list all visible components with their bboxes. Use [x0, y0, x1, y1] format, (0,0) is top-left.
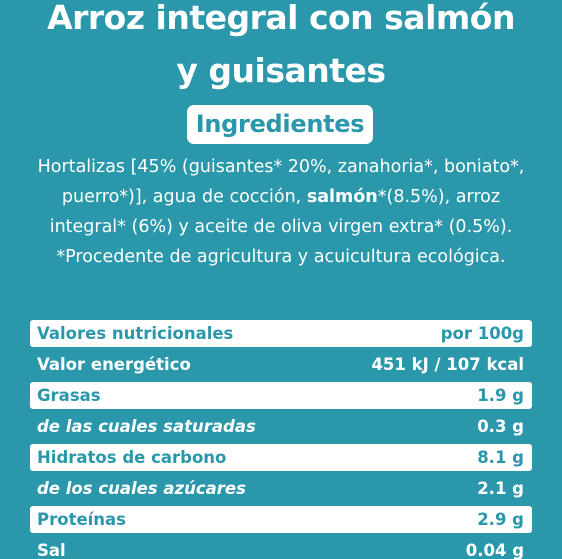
ingredients-line-1: Hortalizas [45% (guisantes* 20%, zanahor… [37, 157, 525, 177]
nutrition-value-carbs: 8.1 g [477, 448, 524, 467]
nutrition-label-carbs: Hidratos de carbono [37, 448, 227, 467]
ingredients-highlight-salmon: salmón [306, 187, 378, 207]
nutrition-label-sugars: de los cuales azúcares [37, 479, 246, 498]
nutrition-header-label: Valores nutricionales [37, 324, 234, 343]
ingredients-heading: Ingredientes [187, 105, 373, 144]
nutrition-value-saturated: 0.3 g [477, 417, 524, 436]
product-title-line-1: Arroz integral con salmón [47, 0, 515, 37]
nutrition-label-salt: Sal [37, 541, 66, 559]
nutrition-row-sugars: de los cuales azúcares 2.1 g [30, 475, 532, 502]
nutrition-row-fat: Grasas 1.9 g [30, 382, 532, 409]
nutrition-value-salt: 0.04 g [465, 541, 524, 559]
ingredients-line-3: integral* (6%) y aceite de oliva virgen … [49, 217, 513, 237]
nutrition-header-value: por 100g [440, 324, 524, 343]
nutrition-label-energy: Valor energético [37, 355, 191, 374]
nutrition-row-carbs: Hidratos de carbono 8.1 g [30, 444, 532, 471]
ingredients-footnote: *Procedente de agricultura y acuicultura… [56, 247, 506, 267]
nutrition-label-saturated: de las cuales saturadas [37, 417, 256, 436]
nutrition-row-energy: Valor energético 451 kJ / 107 kcal [30, 351, 532, 378]
nutrition-header-row: Valores nutricionales por 100g [30, 320, 532, 347]
ingredients-line-2-start: puerro*)], agua de cocción, [61, 187, 307, 207]
nutrition-value-energy: 451 kJ / 107 kcal [371, 355, 524, 374]
nutrition-value-fat: 1.9 g [477, 386, 524, 405]
nutrition-label-fat: Grasas [37, 386, 101, 405]
nutrition-row-saturated: de las cuales saturadas 0.3 g [30, 413, 532, 440]
nutrition-table: Valores nutricionales por 100g Valor ene… [30, 320, 532, 559]
ingredients-line-2-end: *(8.5%), arroz [377, 187, 501, 207]
nutrition-value-protein: 2.9 g [477, 510, 524, 529]
product-title-line-2: y guisantes [176, 51, 386, 90]
nutrition-value-sugars: 2.1 g [477, 479, 524, 498]
ingredients-line-2: puerro*)], agua de cocción, salmón*(8.5%… [0, 182, 562, 212]
nutrition-label-protein: Proteínas [37, 510, 127, 529]
nutrition-row-protein: Proteínas 2.9 g [30, 506, 532, 533]
nutrition-row-salt: Sal 0.04 g [30, 537, 532, 559]
ingredients-text: Hortalizas [45% (guisantes* 20%, zanahor… [0, 152, 562, 272]
